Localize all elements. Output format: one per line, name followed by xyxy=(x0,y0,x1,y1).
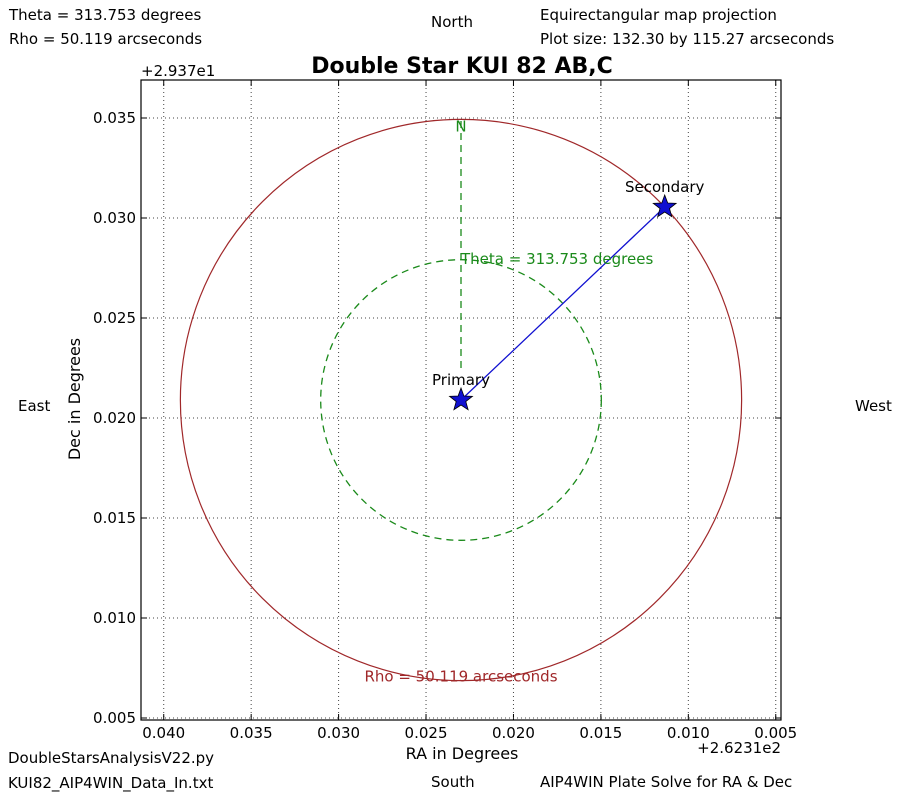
y-tick-label: 0.020 xyxy=(93,409,136,427)
x-tick-label: 0.025 xyxy=(405,724,448,742)
theta-label: Theta = 313.753 degrees xyxy=(460,250,653,268)
primary-star-label: Primary xyxy=(432,371,490,389)
compass-south-label: South xyxy=(431,773,475,791)
y-tick-label: 0.035 xyxy=(93,109,136,127)
plate-solve-info: AIP4WIN Plate Solve for RA & Dec xyxy=(540,773,793,791)
chart-title: Double Star KUI 82 AB,C xyxy=(311,54,613,79)
axes-frame xyxy=(140,79,782,721)
x-tick-label: 0.035 xyxy=(230,724,273,742)
y-axis-label: Dec in Degrees xyxy=(65,338,84,460)
y-tick-label: 0.005 xyxy=(93,709,136,727)
compass-east-label: East xyxy=(18,397,51,415)
plot-area: 0.040 0.035 0.030 0.025 0.020 0.015 0.010 0.005… xyxy=(93,79,797,742)
x-tick-label: 0.040 xyxy=(142,724,185,742)
y-tick-label: 0.015 xyxy=(93,509,136,527)
rho-label: Rho = 50.119 arcseconds xyxy=(364,668,557,686)
theta-readout: Theta = 313.753 degrees xyxy=(9,6,202,24)
compass-north-label: North xyxy=(431,13,473,31)
y-tick-label: 0.030 xyxy=(93,209,136,227)
primary-star-marker xyxy=(448,386,474,411)
secondary-star-label: Secondary xyxy=(625,178,705,196)
x-tick-label: 0.005 xyxy=(754,724,797,742)
secondary-star-marker xyxy=(652,193,678,218)
y-tick-label: 0.010 xyxy=(93,609,136,627)
rho-readout: Rho = 50.119 arcseconds xyxy=(9,30,203,48)
x-tick-label: 0.010 xyxy=(667,724,710,742)
projection-info: Equirectangular map projection xyxy=(540,6,777,24)
x-tick-label: 0.020 xyxy=(492,724,535,742)
data-file-name: KUI82_AIP4WIN_Data_In.txt xyxy=(8,774,214,792)
x-tick-label: 0.015 xyxy=(579,724,622,742)
compass-west-label: West xyxy=(855,397,892,415)
separation-line xyxy=(460,206,666,401)
y-tick-label: 0.025 xyxy=(93,309,136,327)
y-offset-label: +2.937e1 xyxy=(141,62,215,80)
x-axis-label: RA in Degrees xyxy=(406,744,519,763)
x-offset-label: +2.6231e2 xyxy=(697,739,781,757)
north-marker-label: N xyxy=(455,117,466,135)
plot-size-info: Plot size: 132.30 by 115.27 arcseconds xyxy=(540,30,835,48)
x-tick-label: 0.030 xyxy=(317,724,360,742)
rho-circle xyxy=(179,118,743,682)
script-name: DoubleStarsAnalysisV22.py xyxy=(8,749,215,767)
